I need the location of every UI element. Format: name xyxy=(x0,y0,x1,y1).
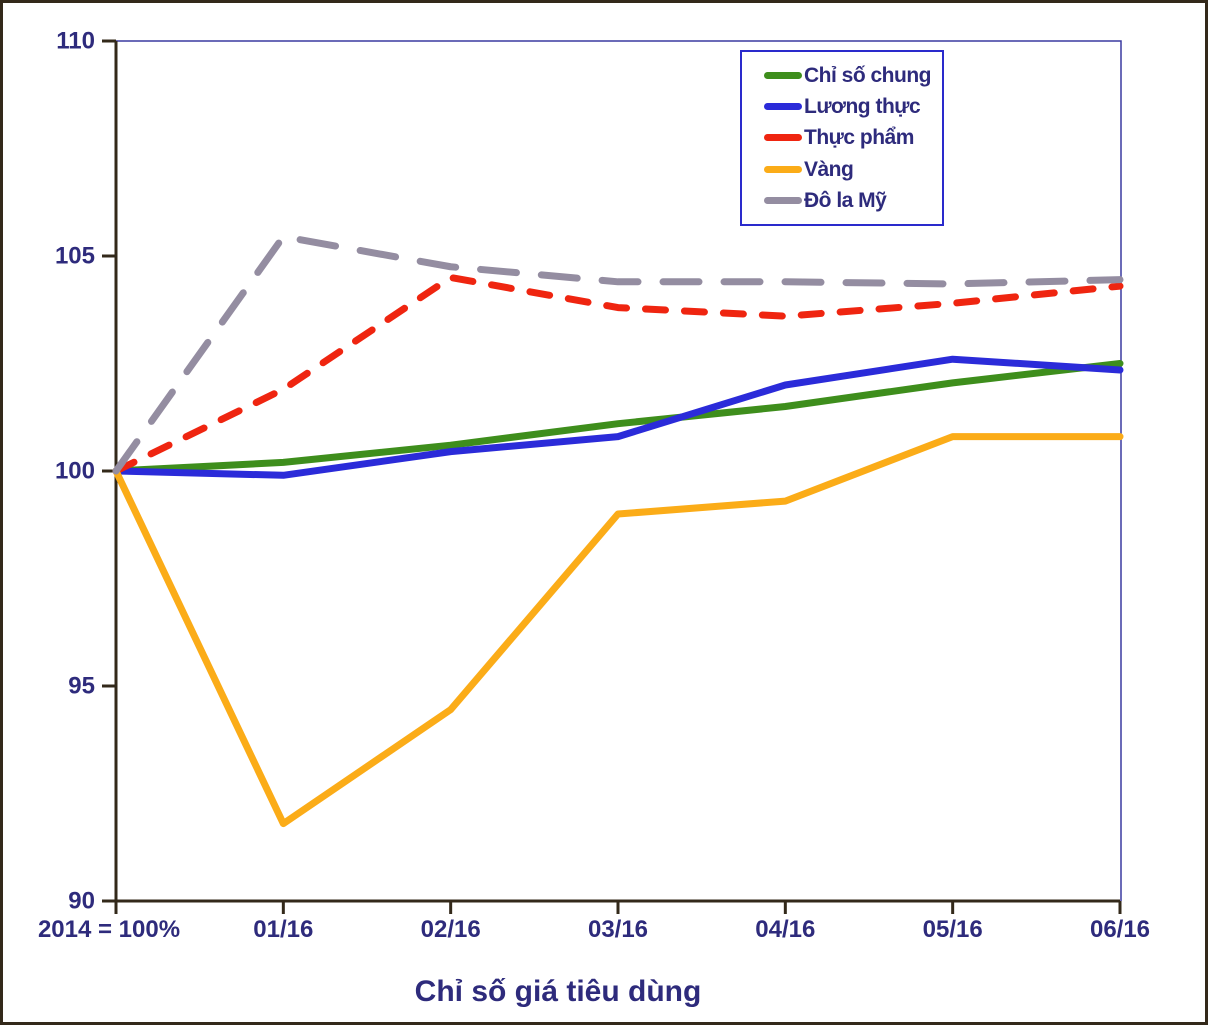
y-axis-label: 95 xyxy=(68,673,95,700)
legend-item-label: Vàng xyxy=(804,157,854,181)
legend-key-line xyxy=(764,103,802,111)
legend-key-line xyxy=(764,196,802,204)
legend-key-line xyxy=(764,134,802,142)
series-line-đô-la-mỹ xyxy=(112,233,1124,475)
legend-key-line xyxy=(764,165,802,173)
series-line-vàng xyxy=(112,433,1124,828)
legend-item-label: Đô la Mỹ xyxy=(804,188,887,212)
legend-item: Thực phẩm xyxy=(764,127,938,148)
series-line-lương-thực xyxy=(112,355,1124,479)
legend: Chỉ số chung Lương thực Thực phẩm Vàng Đô la… xyxy=(740,50,944,226)
y-axis-label: 110 xyxy=(56,28,95,55)
series-line-chỉ-số-chung xyxy=(112,360,1124,475)
legend-key-line xyxy=(764,72,802,80)
x-axis-label: 03/16 xyxy=(588,916,648,943)
series-line-thực-phẩm xyxy=(112,274,1124,475)
y-axis-label: 105 xyxy=(55,243,95,270)
plot-border xyxy=(116,40,1122,901)
y-axis-label: 100 xyxy=(55,458,95,485)
x-axis-label: 02/16 xyxy=(421,916,481,943)
legend-item-label: Lương thực xyxy=(804,95,921,119)
y-axis-label: 90 xyxy=(68,888,95,915)
x-axis-label: 01/16 xyxy=(253,916,313,943)
legend-item: Lương thực xyxy=(764,96,938,117)
legend-item: Vàng xyxy=(764,159,938,180)
x-axis-label: 05/16 xyxy=(923,916,983,943)
legend-item: Chỉ số chung xyxy=(764,65,938,86)
legend-item-label: Thực phẩm xyxy=(804,126,914,150)
x-axis-label: 04/16 xyxy=(755,916,815,943)
legend-item: Đô la Mỹ xyxy=(764,190,938,211)
chart-title: Chỉ số giá tiêu dùng xyxy=(414,975,702,1008)
x-axis-label: 2014 = 100% xyxy=(38,916,180,943)
legend-item-label: Chỉ số chung xyxy=(804,64,932,88)
x-axis-label: 06/16 xyxy=(1090,916,1150,943)
